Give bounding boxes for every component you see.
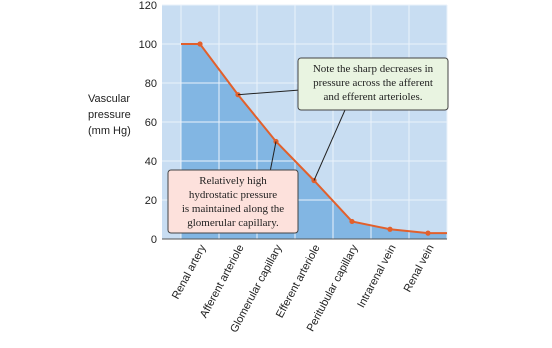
annotation: Note the sharp decreases in pressure acro… xyxy=(297,57,449,111)
y-tick-label: 0 xyxy=(151,234,157,246)
annotation-text: pressure across the afferent xyxy=(313,77,433,89)
annotation-text: hydrostatic pressure xyxy=(189,189,277,201)
point xyxy=(387,226,393,232)
point xyxy=(349,218,355,225)
x-tick-label: Renal vein xyxy=(402,243,437,295)
y-axis-label: Vascular xyxy=(88,93,130,105)
annotation-box xyxy=(297,57,449,111)
y-tick-label: 20 xyxy=(145,195,157,207)
y-axis-label: pressure xyxy=(88,109,131,121)
y-tick-label: 120 xyxy=(139,0,157,12)
y-axis-label: (mm Hg) xyxy=(88,125,131,137)
y-tick-label: 60 xyxy=(145,117,157,129)
annotation-text: Relatively high xyxy=(199,175,267,187)
callout-line xyxy=(237,89,301,96)
annotation: Relatively high hydrostatic pressure is ma… xyxy=(167,169,299,234)
y-tick-label: 40 xyxy=(145,156,157,168)
y-tick-label: 100 xyxy=(139,39,157,51)
y-tick-label: 80 xyxy=(145,78,157,90)
x-tick-label: Renal artery xyxy=(170,242,209,301)
callout-line xyxy=(269,141,277,173)
annotation-text: glomerular capillary. xyxy=(187,217,279,229)
point xyxy=(197,41,203,47)
callout-line xyxy=(313,109,346,181)
annotation-text: Note the sharp decreases in xyxy=(313,63,434,75)
point xyxy=(425,230,431,236)
annotation-box xyxy=(167,169,299,234)
annotation-text: is maintained along the xyxy=(182,203,284,215)
x-tick-label: Intrarenal vein xyxy=(355,243,398,310)
annotation-text: and efferent arterioles. xyxy=(323,91,422,103)
